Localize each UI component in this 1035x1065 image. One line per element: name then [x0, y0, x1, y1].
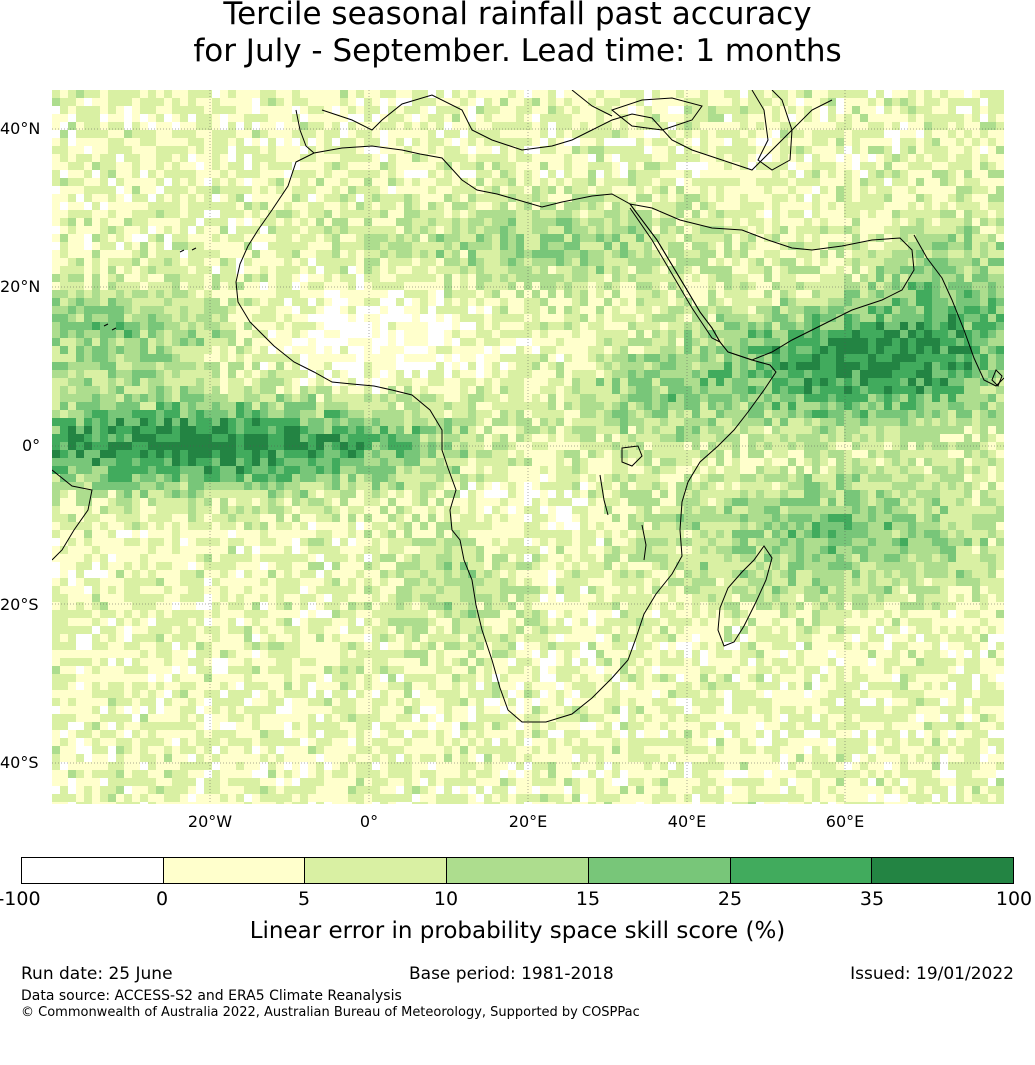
title-line-2: for July - September. Lead time: 1 month…: [193, 33, 842, 69]
chart-title: Tercile seasonal rainfall past accuracy …: [0, 0, 1035, 70]
lat-label-20n: 20°N: [0, 277, 41, 296]
lat-label-40s: 40°S: [0, 753, 39, 772]
colorbar-segment: [588, 858, 731, 883]
madagascar-coastline: [717, 545, 773, 647]
lon-label-40e: 40°E: [667, 812, 707, 831]
africa-coastline: [235, 145, 777, 723]
graticule: [52, 90, 1004, 804]
run-date: Run date: 25 June: [21, 964, 173, 984]
colorbar-tick: 100: [995, 888, 1033, 910]
colorbar-tick: -100: [0, 888, 41, 910]
colorbar-segment: [163, 858, 306, 883]
colorbar-segment: [730, 858, 873, 883]
lon-label-20w: 20°W: [187, 812, 233, 831]
colorbar-tick: 35: [859, 888, 885, 910]
lake-malawi-outline: [641, 524, 647, 561]
india-coastline: [913, 234, 1004, 387]
colorbar-label: Linear error in probability space skill …: [249, 918, 786, 944]
colorbar: [21, 857, 1014, 884]
colorbar-tick: 0: [155, 888, 169, 910]
lat-label-20s: 20°S: [0, 595, 39, 614]
lon-label-20e: 20°E: [508, 812, 548, 831]
lake-tanganyika-outline: [599, 474, 609, 516]
map-panel: [52, 90, 1004, 804]
canary-islands: [179, 247, 197, 253]
issued-date: Issued: 19/01/2022: [850, 964, 1014, 984]
colorbar-segment: [22, 858, 164, 883]
coastlines: [52, 90, 1004, 723]
arabia-coastline: [628, 203, 915, 361]
lon-label-60e: 60°E: [825, 812, 865, 831]
colorbar-tick: 25: [717, 888, 743, 910]
colorbar-segment: [872, 858, 1014, 883]
colorbar-segment: [305, 858, 448, 883]
sri-lanka: [991, 369, 1003, 387]
colorbar-tick: 10: [433, 888, 459, 910]
title-line-1: Tercile seasonal rainfall past accuracy: [223, 0, 812, 32]
colorbar-segment: [447, 858, 589, 883]
colorbar-tick: 15: [575, 888, 601, 910]
skill-map: [52, 90, 1004, 804]
lon-label-0: 0°: [359, 812, 379, 831]
south-america-coastline: [52, 469, 93, 561]
colorbar-tick: 5: [297, 888, 311, 910]
base-period: Base period: 1981-2018: [409, 964, 614, 984]
lake-victoria-outline: [621, 445, 643, 467]
europe-coastline: [295, 90, 833, 171]
lat-label-equator: 0°: [22, 436, 41, 455]
black-sea-coastline: [610, 97, 703, 131]
cape-verde-islands: [103, 323, 117, 331]
copyright: © Commonwealth of Australia 2022, Austra…: [21, 1005, 640, 1020]
red-sea-coastline: [629, 207, 721, 343]
lat-label-40n: 40°N: [0, 119, 41, 138]
caspian-coastline: [751, 90, 793, 171]
data-source: Data source: ACCESS-S2 and ERA5 Climate …: [21, 988, 402, 1004]
